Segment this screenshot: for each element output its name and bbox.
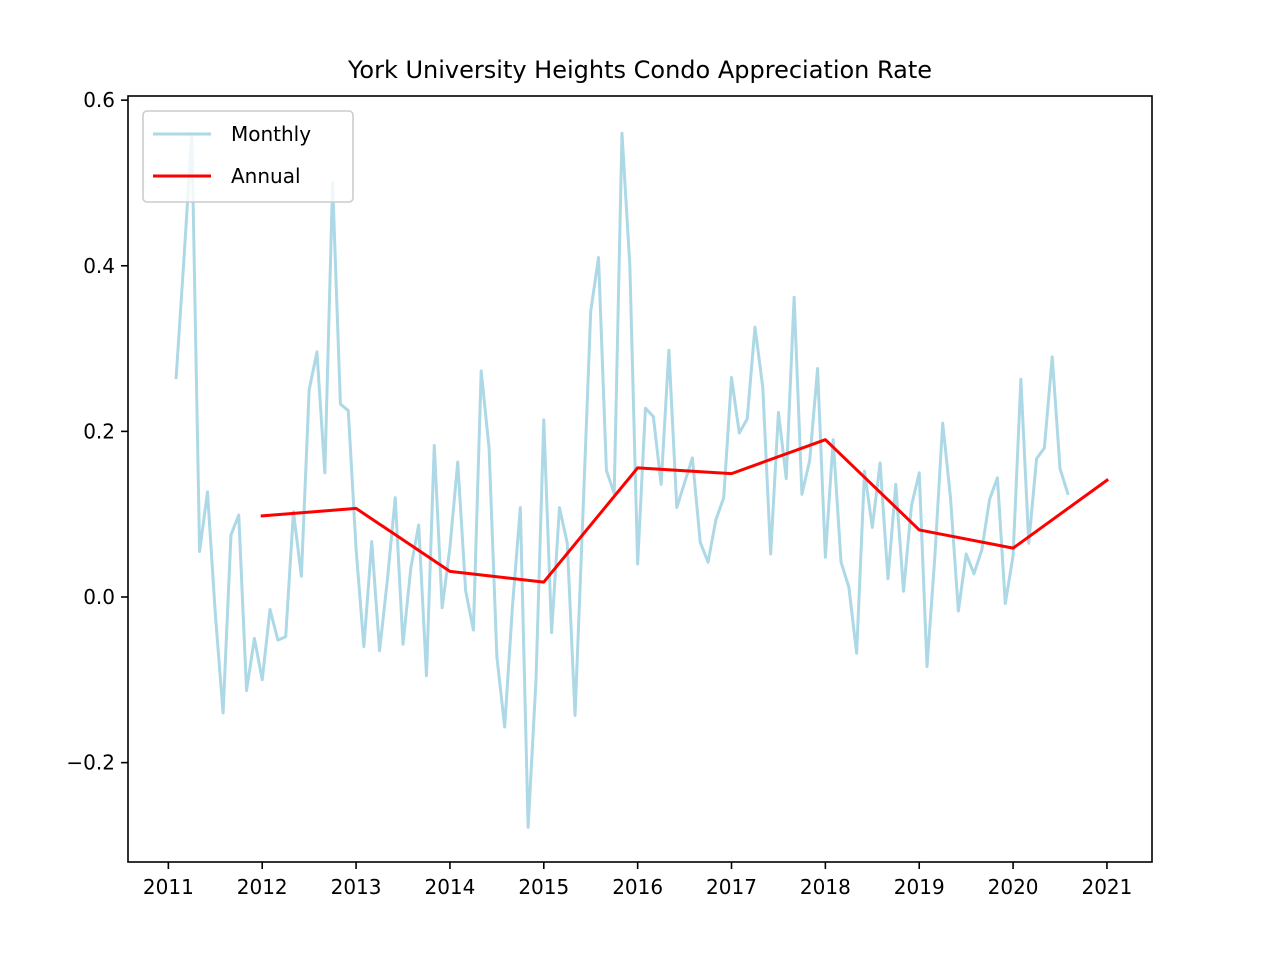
axes: 2011 2012 2013 2014 2015 2016 2017 2018 2019 2020… xyxy=(66,88,1153,899)
plot-area xyxy=(174,131,1110,829)
legend: Monthly Annual xyxy=(142,110,354,203)
x-tick-label: 2018 xyxy=(800,875,851,899)
y-tick-label: 0.0 xyxy=(83,585,115,609)
y-tick-label: 0.6 xyxy=(83,88,115,112)
x-tick-label: 2013 xyxy=(331,875,382,899)
y-tick-label: 0.4 xyxy=(83,254,115,278)
y-tick-label: −0.2 xyxy=(66,751,115,775)
series-line-annual xyxy=(260,438,1110,584)
x-tick-label: 2012 xyxy=(237,875,288,899)
y-tick-label: 0.2 xyxy=(83,419,115,443)
axes-frame xyxy=(127,95,1153,863)
chart-title: York University Heights Condo Appreciati… xyxy=(347,56,932,84)
x-tick-label: 2015 xyxy=(518,875,569,899)
x-tick-label: 2014 xyxy=(424,875,475,899)
x-tick-label: 2017 xyxy=(706,875,757,899)
x-tick-label: 2011 xyxy=(143,875,194,899)
legend-label-annual: Annual xyxy=(231,164,301,188)
x-tick-label: 2016 xyxy=(612,875,663,899)
x-tick-label: 2019 xyxy=(894,875,945,899)
series-line-monthly xyxy=(174,131,1070,829)
x-tick-label: 2021 xyxy=(1081,875,1132,899)
x-tick-label: 2020 xyxy=(988,875,1039,899)
legend-label-monthly: Monthly xyxy=(231,122,311,146)
